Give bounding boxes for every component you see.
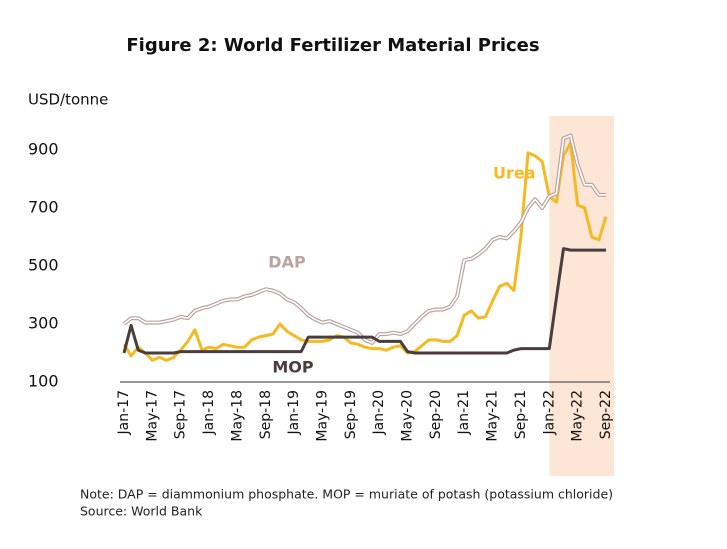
x-tick-label: May-20 (400, 390, 416, 442)
x-tick-label: May-21 (485, 390, 501, 442)
series-label: DAP (268, 253, 306, 272)
x-tick-label: Sep-17 (173, 390, 189, 439)
x-tick-label: Jan-21 (456, 390, 472, 435)
series-line (122, 141, 608, 362)
series-label: MOP (272, 358, 314, 377)
x-tick-label: Sep-19 (343, 390, 359, 439)
y-tick-label: 900 (28, 140, 59, 159)
y-axis-label: USD/tonne (28, 91, 108, 109)
x-tick-label: Jan-17 (116, 390, 132, 435)
y-tick-label: 700 (28, 198, 59, 217)
x-tick-label: Sep-18 (258, 390, 274, 439)
x-tick-label: May-22 (570, 390, 586, 442)
chart-title: Figure 2: World Fertilizer Material Pric… (126, 35, 539, 56)
y-tick-label: 500 (28, 256, 59, 275)
note: Note: DAP = diammonium phosphate. MOP = … (80, 487, 613, 502)
x-tick-label: Sep-21 (513, 390, 529, 439)
x-tick-label: May-18 (229, 390, 245, 442)
y-tick-label: 100 (28, 372, 59, 391)
series-label: Urea (493, 164, 536, 183)
series-line-inner (123, 134, 606, 344)
series-line (122, 247, 606, 355)
x-tick-label: Jan-22 (541, 390, 557, 435)
x-tick-label: May-19 (314, 390, 330, 442)
x-tick-label: Sep-22 (598, 390, 614, 439)
source: Source: World Bank (80, 504, 203, 519)
x-tick-label: Jan-20 (371, 390, 387, 435)
y-tick-label: 300 (28, 314, 59, 333)
x-tick-label: Jan-19 (286, 390, 302, 435)
x-tick-label: Jan-18 (201, 390, 217, 435)
x-tick-label: May-17 (144, 390, 160, 442)
x-tick-label: Sep-20 (428, 390, 444, 439)
